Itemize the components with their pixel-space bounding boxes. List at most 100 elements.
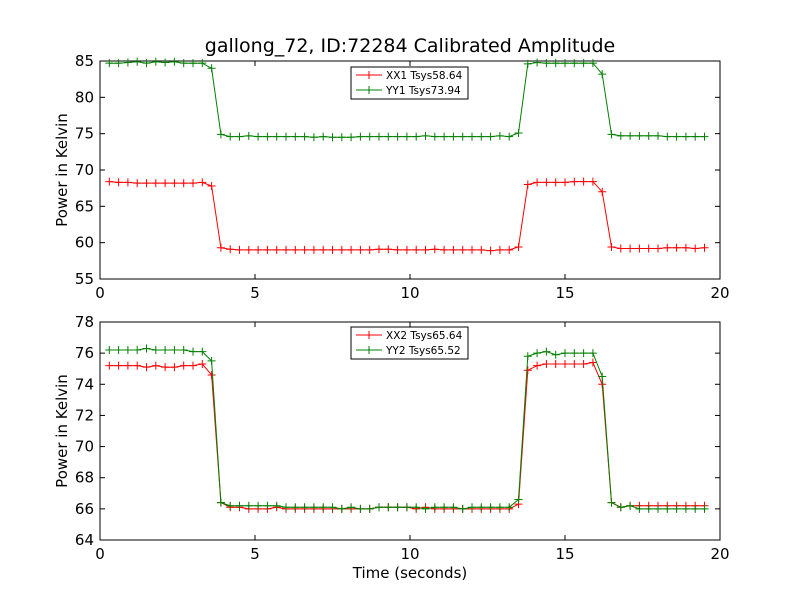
bottom-data-point: [607, 498, 616, 507]
top-series-2: [105, 57, 709, 142]
bottom-data-point: [151, 361, 160, 370]
top-series-1: [105, 177, 709, 255]
bottom-data-point: [616, 503, 625, 512]
top-data-point: [170, 179, 179, 188]
top-data-point: [523, 180, 532, 189]
bottom-y-tick-label: 70: [75, 438, 94, 456]
top-data-point: [161, 179, 170, 188]
top-data-point: [244, 245, 253, 254]
bottom-data-point: [114, 346, 123, 355]
top-data-point: [477, 132, 486, 141]
top-data-point: [114, 59, 123, 68]
bottom-data-point: [468, 503, 476, 512]
top-data-point: [365, 132, 374, 141]
bottom-data-point: [300, 503, 309, 512]
top-data-point: [514, 243, 523, 252]
top-data-point: [291, 132, 300, 141]
bottom-data-point: [170, 363, 179, 372]
bottom-legend-label: YY2 Tsys65.52: [385, 345, 461, 357]
top-legend-marker: [365, 71, 373, 79]
top-data-point: [282, 245, 290, 254]
bottom-legend-box: [350, 326, 469, 360]
top-data-point: [179, 59, 188, 68]
bottom-data-point: [151, 346, 160, 355]
bottom-x-tick-label: 10: [400, 545, 419, 563]
top-data-point: [319, 132, 328, 141]
top-data-point: [375, 132, 383, 141]
top-data-point: [328, 133, 337, 142]
bottom-data-point: [579, 360, 588, 369]
top-data-point: [542, 59, 551, 68]
top-data-point: [133, 179, 142, 188]
top-data-point: [123, 178, 132, 187]
top-data-point: [635, 131, 644, 140]
top-data-point: [561, 178, 569, 187]
top-data-point: [356, 132, 365, 141]
top-data-point: [449, 132, 458, 141]
bottom-data-point: [486, 503, 495, 512]
top-data-point: [644, 131, 653, 140]
bottom-legend-marker: [365, 346, 373, 354]
top-x-tick-label: 15: [555, 284, 574, 302]
bottom-data-point: [216, 498, 225, 507]
bottom-data-point: [533, 361, 542, 370]
top-data-point: [393, 245, 402, 254]
top-data-point: [598, 187, 607, 196]
figure-title: gallong_72, ID:72284 Calibrated Amplitud…: [205, 35, 615, 57]
top-data-point: [616, 131, 625, 140]
bottom-data-point: [328, 503, 337, 512]
top-data-point: [198, 59, 207, 68]
top-data-point: [114, 178, 123, 187]
top-data-point: [551, 178, 560, 187]
top-data-point: [691, 132, 700, 141]
bottom-data-point: [356, 504, 365, 513]
top-data-point: [616, 244, 625, 253]
bottom-legend-label: XX2 Tsys65.64: [386, 330, 463, 342]
top-data-point: [328, 245, 337, 254]
top-data-point: [505, 132, 514, 141]
bottom-data-point: [691, 504, 700, 513]
bottom-data-point: [672, 504, 681, 513]
top-data-point: [291, 245, 300, 254]
bottom-x-tick-label: 15: [555, 545, 574, 563]
top-data-point: [523, 59, 532, 68]
bottom-data-point: [375, 503, 383, 512]
top-data-point: [495, 131, 504, 140]
top-data-point: [402, 245, 411, 254]
bottom-data-point: [533, 349, 542, 358]
bottom-data-point: [570, 360, 579, 369]
bottom-data-point: [626, 501, 635, 510]
top-data-point: [514, 128, 523, 137]
bottom-data-point: [421, 504, 430, 513]
top-data-point: [263, 245, 272, 254]
top-data-point: [579, 177, 588, 186]
top-data-point: [505, 245, 514, 254]
bottom-data-point: [542, 360, 551, 369]
bottom-data-point: [133, 346, 142, 355]
bottom-data-point: [384, 503, 393, 512]
top-data-point: [681, 243, 690, 252]
top-x-tick-label: 10: [400, 284, 419, 302]
top-data-point: [393, 132, 402, 141]
top-data-point: [607, 243, 616, 252]
bottom-data-point: [142, 363, 151, 372]
bottom-data-point: [551, 350, 560, 359]
bottom-data-point: [226, 501, 235, 510]
top-data-point: [356, 245, 365, 254]
top-data-point: [626, 131, 635, 140]
bottom-data-point: [282, 503, 290, 512]
top-data-point: [272, 132, 281, 141]
top-x-tick-label: 20: [710, 284, 729, 302]
top-data-point: [309, 245, 318, 254]
top-legend-marker: [365, 86, 373, 94]
bottom-x-tick-label: 0: [95, 545, 105, 563]
top-data-point: [691, 244, 700, 253]
top-legend: XX1 Tsys58.64 YY1 Tsys73.94: [350, 66, 469, 100]
bottom-y-tick-label: 76: [75, 344, 94, 362]
bottom-data-point: [598, 372, 607, 381]
top-data-point: [105, 59, 114, 68]
top-data-point: [672, 132, 681, 141]
top-data-point: [440, 132, 449, 141]
bottom-data-point: [189, 361, 197, 370]
bottom-data-point: [505, 503, 514, 512]
